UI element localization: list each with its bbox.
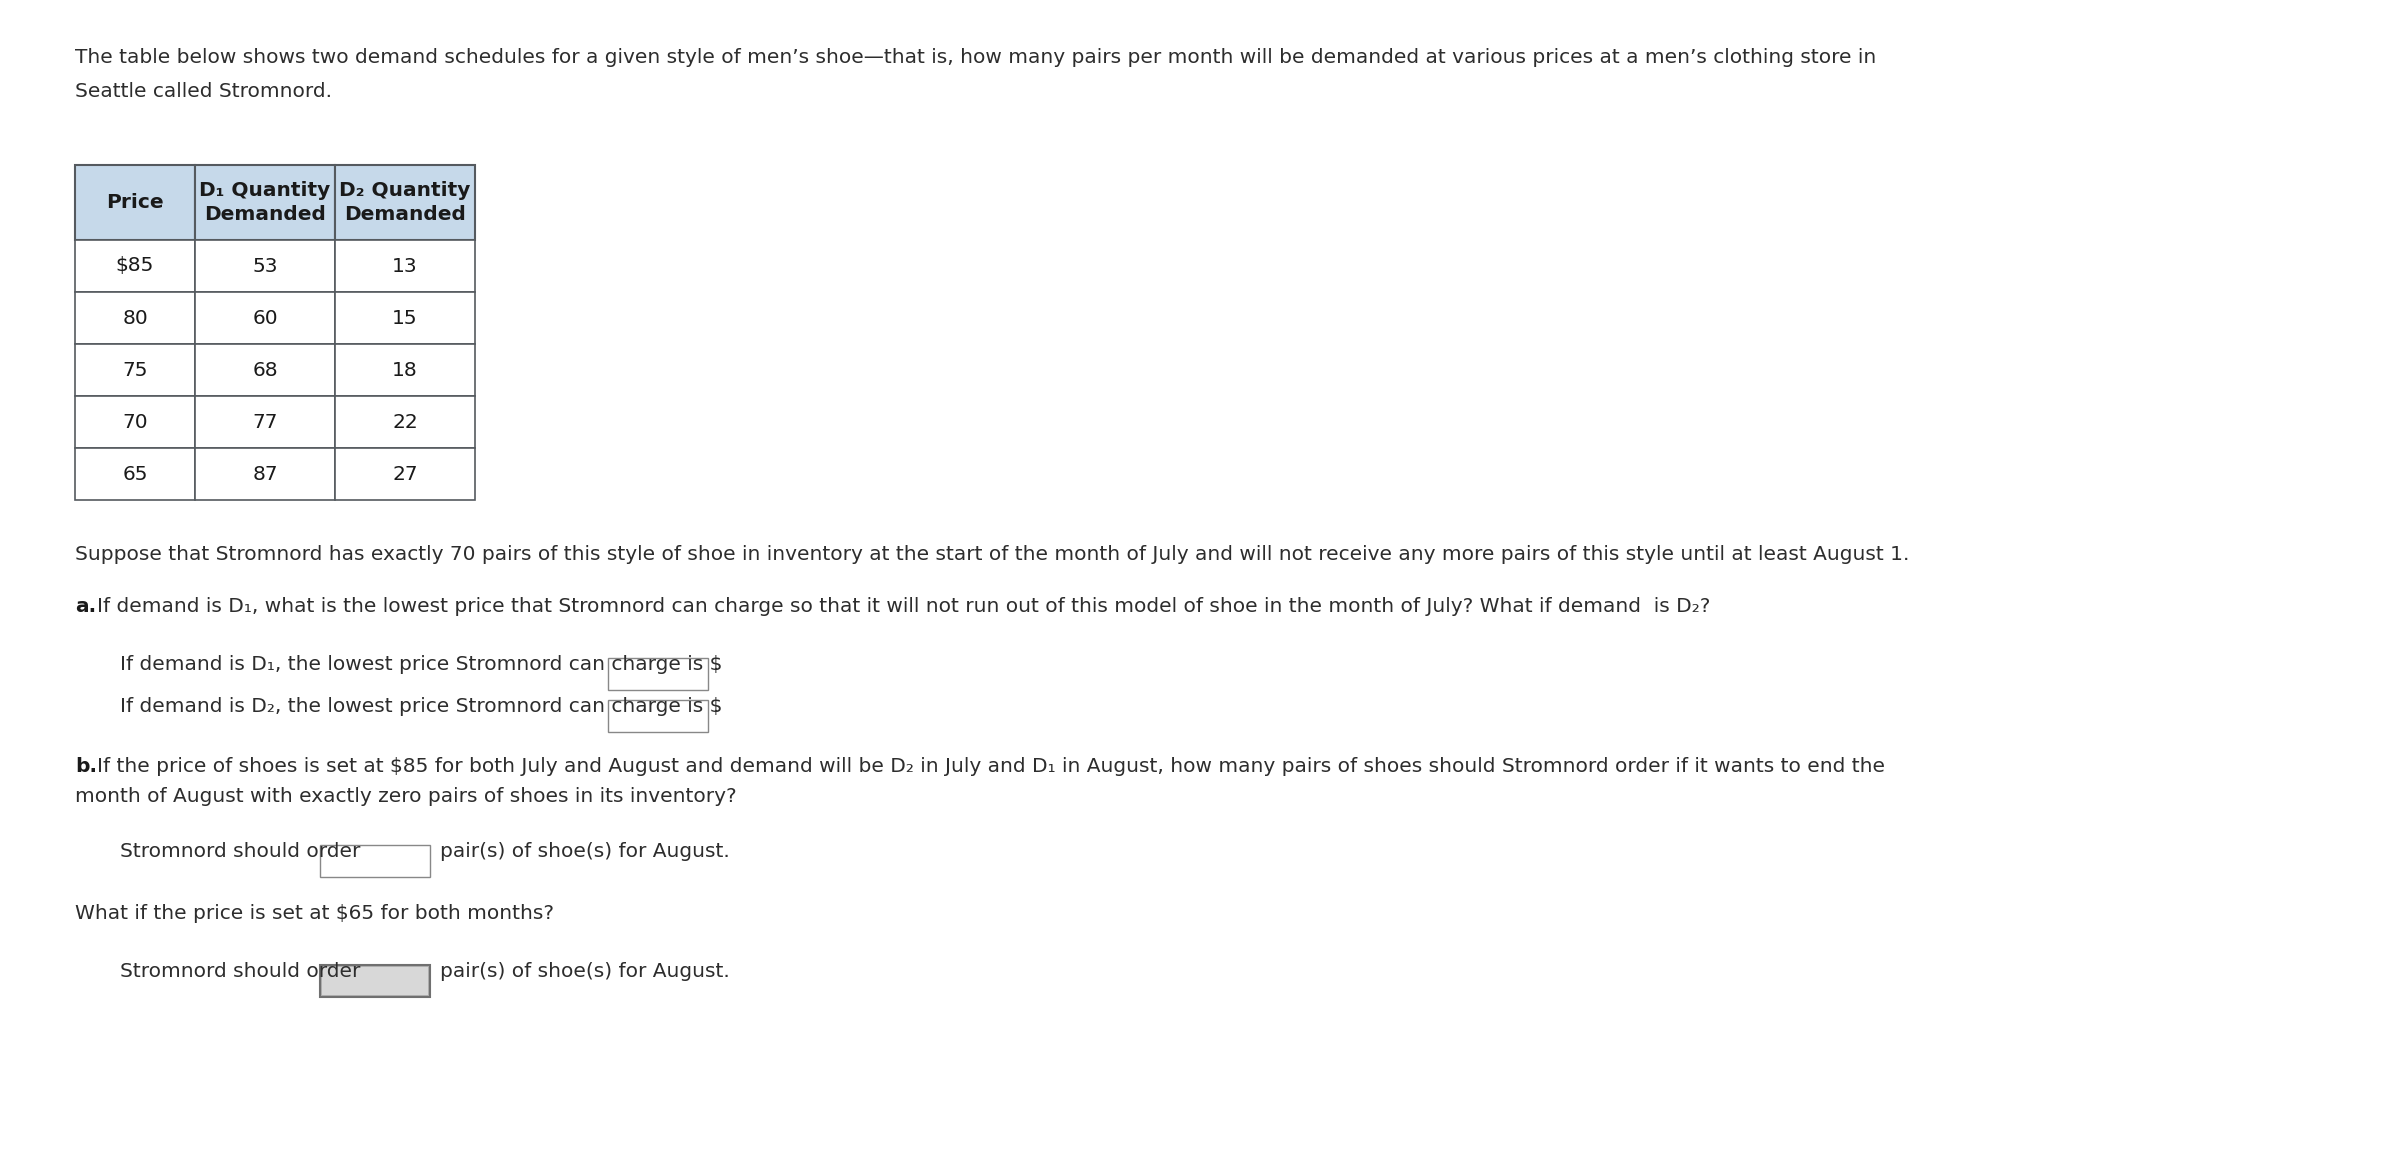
Bar xyxy=(194,396,335,448)
Bar xyxy=(74,164,194,240)
Text: D₁ Quantity
Demanded: D₁ Quantity Demanded xyxy=(199,181,330,224)
Text: 60: 60 xyxy=(251,308,278,328)
Text: If the price of shoes is set at $85 for both July and August and demand will be : If the price of shoes is set at $85 for … xyxy=(98,757,1884,776)
Text: .: . xyxy=(713,697,718,716)
Text: 15: 15 xyxy=(393,308,419,328)
Text: 27: 27 xyxy=(393,465,419,483)
Bar xyxy=(194,240,335,292)
Bar xyxy=(74,240,194,292)
Text: 68: 68 xyxy=(251,360,278,380)
Text: a.: a. xyxy=(74,597,96,616)
Bar xyxy=(335,448,474,500)
Text: 18: 18 xyxy=(393,360,419,380)
Bar xyxy=(194,448,335,500)
Text: pair(s) of shoe(s) for August.: pair(s) of shoe(s) for August. xyxy=(440,963,730,981)
Bar xyxy=(335,344,474,396)
Bar xyxy=(74,448,194,500)
Text: 77: 77 xyxy=(251,413,278,431)
Bar xyxy=(194,292,335,344)
Bar xyxy=(194,344,335,396)
Text: Seattle called Stromnord.: Seattle called Stromnord. xyxy=(74,82,333,101)
Bar xyxy=(74,292,194,344)
Text: 13: 13 xyxy=(393,256,419,276)
Text: Suppose that Stromnord has exactly 70 pairs of this style of shoe in inventory a: Suppose that Stromnord has exactly 70 pa… xyxy=(74,545,1910,564)
Bar xyxy=(335,396,474,448)
Text: 75: 75 xyxy=(122,360,148,380)
Text: If demand is D₁, what is the lowest price that Stromnord can charge so that it w: If demand is D₁, what is the lowest pric… xyxy=(98,597,1709,616)
Text: $85: $85 xyxy=(115,256,153,276)
Text: 80: 80 xyxy=(122,308,148,328)
Text: month of August with exactly zero pairs of shoes in its inventory?: month of August with exactly zero pairs … xyxy=(74,787,737,806)
Text: If demand is D₁, the lowest price Stromnord can charge is $: If demand is D₁, the lowest price Stromn… xyxy=(120,656,723,674)
Text: The table below shows two demand schedules for a given style of men’s shoe—that : The table below shows two demand schedul… xyxy=(74,48,1877,67)
Text: pair(s) of shoe(s) for August.: pair(s) of shoe(s) for August. xyxy=(440,842,730,861)
Bar xyxy=(335,240,474,292)
Text: If demand is D₂, the lowest price Stromnord can charge is $: If demand is D₂, the lowest price Stromn… xyxy=(120,697,723,716)
Bar xyxy=(74,396,194,448)
Text: Stromnord should order: Stromnord should order xyxy=(120,963,361,981)
Bar xyxy=(335,164,474,240)
Bar xyxy=(321,965,431,997)
Text: What if the price is set at $65 for both months?: What if the price is set at $65 for both… xyxy=(74,904,553,923)
Text: 22: 22 xyxy=(393,413,419,431)
Text: 65: 65 xyxy=(122,465,148,483)
Bar xyxy=(608,700,709,733)
Text: D₂ Quantity
Demanded: D₂ Quantity Demanded xyxy=(340,181,472,224)
Bar xyxy=(335,292,474,344)
Text: 87: 87 xyxy=(251,465,278,483)
Text: .: . xyxy=(713,656,718,674)
Text: Price: Price xyxy=(105,193,163,212)
Text: b.: b. xyxy=(74,757,98,776)
Bar xyxy=(194,164,335,240)
Text: 53: 53 xyxy=(251,256,278,276)
Text: Stromnord should order: Stromnord should order xyxy=(120,842,361,861)
Bar xyxy=(608,658,709,690)
Text: 70: 70 xyxy=(122,413,148,431)
Bar xyxy=(321,845,431,877)
Bar xyxy=(74,344,194,396)
Bar xyxy=(323,967,429,995)
